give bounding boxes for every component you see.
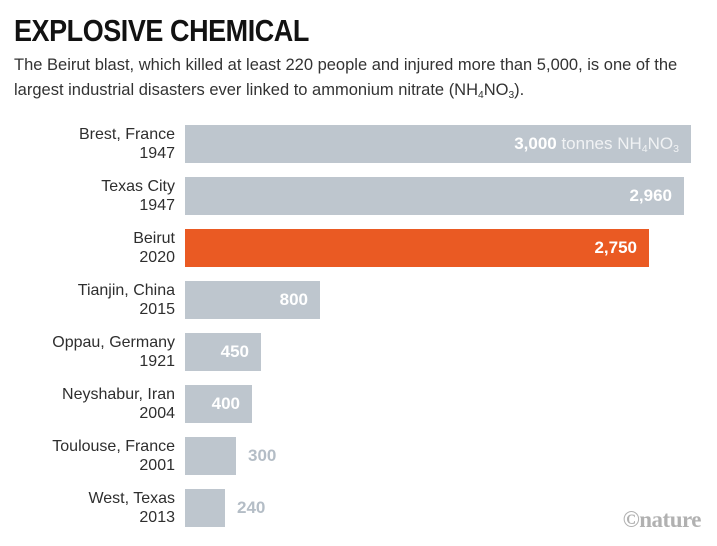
bar-track: 2,750 xyxy=(185,229,717,267)
bar: 2,960 xyxy=(185,177,684,215)
bar-year-label: 1947 xyxy=(139,197,175,214)
bar xyxy=(185,489,225,527)
bar-row: West, Texas 2013 240 xyxy=(0,489,717,527)
bar-location-label: Tianjin, China xyxy=(77,282,175,299)
bar-track: 3,000 tonnes NH4NO3 xyxy=(185,125,717,163)
bar-track: 2,960 xyxy=(185,177,717,215)
bar-row: Brest, France 1947 3,000 tonnes NH4NO3 xyxy=(0,125,717,163)
bar-value-label: 2,960 xyxy=(629,186,672,205)
bar: 450 xyxy=(185,333,261,371)
bar-category-label: Texas City 1947 xyxy=(0,177,175,215)
bar-track: 450 xyxy=(185,333,717,371)
bar: 400 xyxy=(185,385,252,423)
chart-subtitle: The Beirut blast, which killed at least … xyxy=(14,56,678,101)
bar-year-label: 2001 xyxy=(139,457,175,474)
bar-category-label: Beirut 2020 xyxy=(0,229,175,267)
bar-highlighted: 2,750 xyxy=(185,229,649,267)
chart-title: EXPLOSIVE CHEMICAL xyxy=(14,13,309,48)
bar-category-label: Brest, France 1947 xyxy=(0,125,175,163)
bar-year-label: 2004 xyxy=(139,405,175,422)
bar: 3,000 tonnes NH4NO3 xyxy=(185,125,691,163)
bar-value-label: 300 xyxy=(248,446,277,465)
bar-location-label: Toulouse, France xyxy=(52,438,175,455)
bar-year-label: 1921 xyxy=(139,353,175,370)
bar-category-label: Oppau, Germany 1921 xyxy=(0,333,175,371)
bar-row: Beirut 2020 2,750 xyxy=(0,229,717,267)
bar-location-label: Oppau, Germany xyxy=(52,334,175,351)
bar-row: Neyshabur, Iran 2004 400 xyxy=(0,385,717,423)
bar-category-label: West, Texas 2013 xyxy=(0,489,175,527)
bar-value-label: 3,000 tonnes NH4NO3 xyxy=(514,134,679,155)
bar-track: 800 xyxy=(185,281,717,319)
bar-row: Oppau, Germany 1921 450 xyxy=(0,333,717,371)
bar-location-label: West, Texas xyxy=(88,490,175,507)
bar-year-label: 1947 xyxy=(139,145,175,162)
bar-location-label: Neyshabur, Iran xyxy=(62,386,175,403)
bar-row: Texas City 1947 2,960 xyxy=(0,177,717,215)
bar-value-label: 400 xyxy=(211,394,240,413)
bar xyxy=(185,437,236,475)
bar-category-label: Toulouse, France 2001 xyxy=(0,437,175,475)
bar-year-label: 2020 xyxy=(139,249,175,266)
bar-row: Tianjin, China 2015 800 xyxy=(0,281,717,319)
bar-track: 240 xyxy=(185,489,717,527)
bar-category-label: Tianjin, China 2015 xyxy=(0,281,175,319)
bar-category-label: Neyshabur, Iran 2004 xyxy=(0,385,175,423)
bar-value-label: 800 xyxy=(279,290,308,309)
nature-credit-logo: ©nature xyxy=(622,507,702,532)
bar: 800 xyxy=(185,281,320,319)
bar-location-label: Texas City xyxy=(101,178,175,195)
bar-track: 300 xyxy=(185,437,717,475)
bar-value-label: 2,750 xyxy=(594,238,637,257)
bar-value-label: 450 xyxy=(220,342,249,361)
bar-chart: Brest, France 1947 3,000 tonnes NH4NO3 Texa… xyxy=(0,125,717,527)
bar-track: 400 xyxy=(185,385,717,423)
chart-header: EXPLOSIVE CHEMICAL The Beirut blast, whi… xyxy=(0,0,717,103)
bar-row: Toulouse, France 2001 300 xyxy=(0,437,717,475)
bar-location-label: Brest, France xyxy=(78,126,175,143)
bar-unit-label: tonnes NH4NO3 xyxy=(556,134,679,155)
bar-location-label: Beirut xyxy=(133,230,175,247)
bar-year-label: 2013 xyxy=(139,509,175,526)
bar-value-label: 240 xyxy=(237,498,266,517)
bar-year-label: 2015 xyxy=(139,301,175,318)
